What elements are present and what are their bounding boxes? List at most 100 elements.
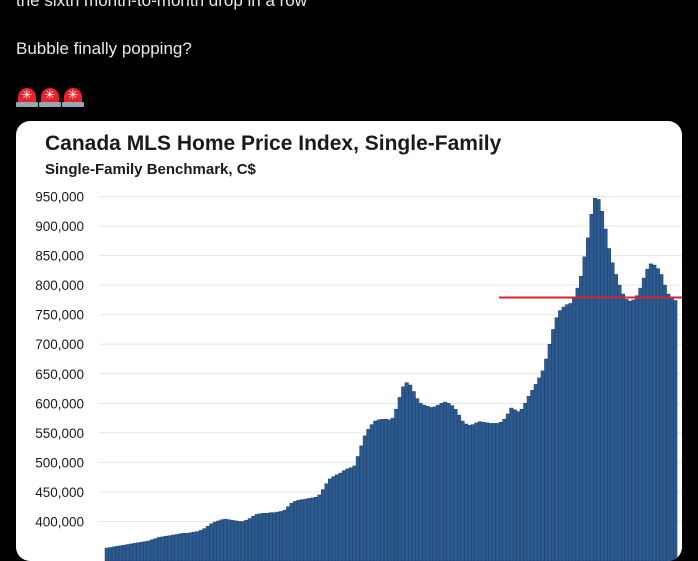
bar — [154, 539, 158, 561]
bar — [429, 407, 433, 561]
bar — [374, 421, 378, 561]
bar — [367, 429, 371, 561]
bar — [265, 513, 269, 561]
bar — [537, 378, 541, 561]
bar — [349, 468, 353, 561]
bar — [168, 536, 172, 561]
bar — [318, 495, 322, 561]
bar — [283, 510, 287, 561]
bar — [576, 288, 580, 561]
y-tick-label: 550,000 — [35, 426, 84, 441]
bar — [454, 409, 458, 561]
siren-icon: ✳ — [16, 86, 38, 108]
siren-icon: ✳ — [39, 86, 61, 108]
bar — [360, 446, 364, 561]
bar — [527, 396, 531, 561]
bar — [276, 512, 280, 561]
bar — [426, 406, 430, 561]
bar — [335, 475, 339, 561]
bar — [307, 498, 311, 561]
bar — [255, 514, 259, 561]
bar — [363, 436, 367, 561]
bar — [105, 548, 109, 561]
bar — [161, 537, 165, 561]
bar — [489, 423, 493, 561]
bar — [464, 424, 468, 561]
bar — [642, 278, 646, 561]
y-tick-label: 900,000 — [35, 219, 84, 234]
bar — [544, 359, 548, 561]
bar — [251, 516, 255, 561]
tweet-text-line: the sixth month-to-month drop in a row — [16, 0, 307, 11]
bar — [342, 471, 346, 561]
bar — [562, 307, 566, 561]
bar — [551, 329, 555, 561]
bar — [196, 532, 200, 561]
bar — [674, 301, 678, 561]
bar — [632, 300, 636, 561]
bar — [667, 294, 671, 561]
bar — [492, 423, 496, 561]
bar — [621, 294, 625, 561]
bar — [217, 521, 221, 561]
bar — [548, 344, 552, 561]
chart-bars — [105, 198, 677, 561]
chart-y-axis: 950,000900,000850,000800,000750,000700,0… — [35, 190, 84, 530]
bar — [656, 269, 660, 561]
emoji-row: ✳ ✳ ✳ — [16, 86, 84, 108]
bar — [635, 296, 639, 561]
bar — [639, 288, 643, 561]
bar — [297, 500, 301, 561]
bar — [224, 519, 228, 561]
bar — [555, 318, 559, 561]
bar — [419, 403, 423, 561]
bar — [660, 275, 664, 561]
bar — [611, 263, 615, 561]
bar — [653, 265, 657, 561]
bar — [506, 414, 510, 561]
bar — [206, 526, 210, 561]
bar — [468, 425, 472, 561]
bar — [272, 513, 276, 561]
bar — [171, 535, 175, 561]
bar — [461, 421, 465, 561]
bar — [286, 507, 290, 561]
bar — [541, 371, 545, 561]
bar — [412, 392, 416, 561]
bar — [356, 457, 360, 561]
bar — [614, 275, 618, 561]
bar — [558, 311, 562, 561]
bar — [583, 257, 587, 561]
bar — [122, 545, 126, 561]
y-tick-label: 600,000 — [35, 396, 84, 411]
bar — [457, 415, 461, 561]
bar — [408, 385, 412, 561]
bar — [328, 479, 332, 561]
bar — [618, 285, 622, 561]
bar — [447, 403, 451, 561]
y-tick-label: 750,000 — [35, 308, 84, 323]
tweet-image[interactable]: Canada MLS Home Price Index, Single-Fami… — [16, 121, 682, 561]
bar — [339, 473, 343, 561]
bar — [433, 407, 437, 561]
bar — [499, 422, 503, 561]
bar — [143, 542, 147, 561]
bar — [119, 546, 123, 561]
y-tick-label: 950,000 — [35, 190, 84, 205]
bar — [353, 466, 357, 561]
bar — [534, 384, 538, 561]
chart-canvas: 950,000900,000850,000800,000750,000700,0… — [16, 121, 682, 561]
bar — [478, 422, 482, 561]
bar — [126, 545, 130, 561]
y-tick-label: 400,000 — [35, 515, 84, 530]
bar — [203, 529, 207, 561]
y-tick-label: 800,000 — [35, 278, 84, 293]
y-tick-label: 700,000 — [35, 337, 84, 352]
bar — [279, 511, 283, 561]
bar — [485, 423, 489, 561]
bar — [182, 533, 186, 561]
bar — [625, 299, 629, 561]
bar — [314, 497, 318, 561]
bar — [325, 484, 329, 561]
bar — [531, 390, 535, 561]
